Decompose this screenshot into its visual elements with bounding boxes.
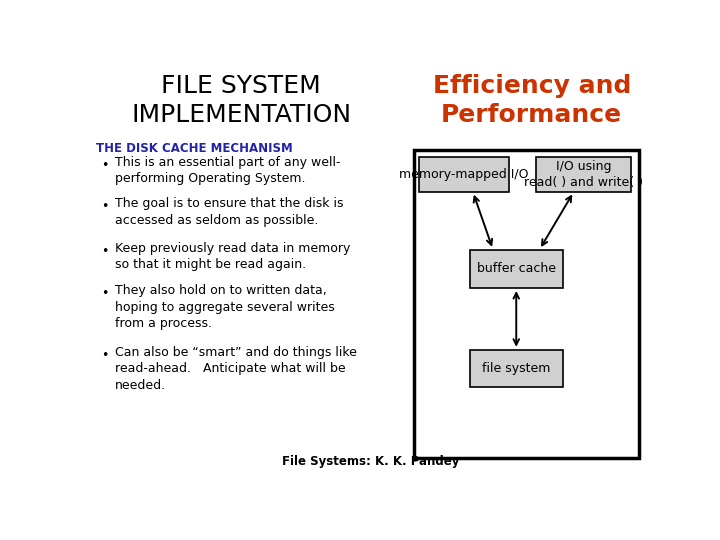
Text: File Systems: K. K. Pandey: File Systems: K. K. Pandey bbox=[282, 455, 459, 468]
Text: THE DISK CACHE MECHANISM: THE DISK CACHE MECHANISM bbox=[96, 142, 293, 155]
Text: Efficiency and
Performance: Efficiency and Performance bbox=[433, 74, 631, 127]
Text: memory-mapped I/O: memory-mapped I/O bbox=[399, 168, 528, 181]
Text: •: • bbox=[101, 287, 108, 300]
Bar bbox=[414, 150, 639, 457]
Text: They also hold on to written data,
hoping to aggregate several writes
from a pro: They also hold on to written data, hopin… bbox=[114, 284, 335, 330]
Text: The goal is to ensure that the disk is
accessed as seldom as possible.: The goal is to ensure that the disk is a… bbox=[114, 197, 343, 227]
Text: buffer cache: buffer cache bbox=[477, 262, 556, 275]
Text: FILE SYSTEM
IMPLEMENTATION: FILE SYSTEM IMPLEMENTATION bbox=[131, 74, 351, 127]
Text: I/O using
read( ) and write( ): I/O using read( ) and write( ) bbox=[523, 160, 643, 189]
Text: •: • bbox=[101, 245, 108, 258]
Bar bbox=[469, 249, 563, 288]
Text: Can also be “smart” and do things like
read-ahead.   Anticipate what will be
nee: Can also be “smart” and do things like r… bbox=[114, 346, 356, 392]
Text: Keep previously read data in memory
so that it might be read again.: Keep previously read data in memory so t… bbox=[114, 242, 350, 272]
Bar bbox=[536, 157, 631, 192]
Bar bbox=[469, 350, 563, 387]
Text: file system: file system bbox=[482, 362, 550, 375]
Text: This is an essential part of any well-
performing Operating System.: This is an essential part of any well- p… bbox=[114, 156, 341, 185]
Text: •: • bbox=[101, 159, 108, 172]
Bar bbox=[419, 157, 508, 192]
Text: •: • bbox=[101, 349, 108, 362]
Text: •: • bbox=[101, 200, 108, 213]
